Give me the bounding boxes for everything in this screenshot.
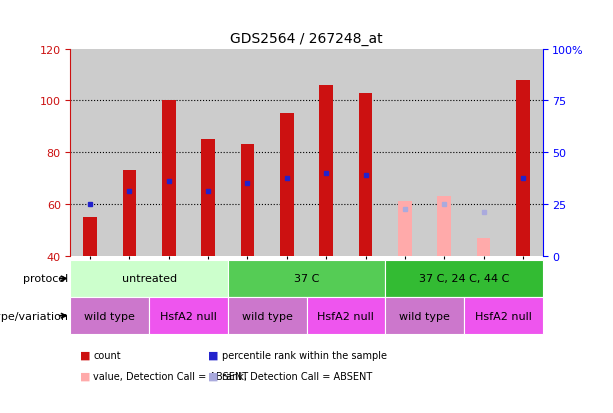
Bar	[149, 297, 228, 335]
Text: value, Detection Call = ABSENT: value, Detection Call = ABSENT	[93, 371, 248, 381]
Bar	[503, 50, 543, 256]
Text: 37 C, 24 C, 44 C: 37 C, 24 C, 44 C	[419, 274, 509, 284]
Bar	[359, 93, 372, 256]
Text: HsfA2 null: HsfA2 null	[160, 311, 217, 321]
Bar	[228, 50, 267, 256]
Bar	[201, 140, 215, 256]
Title: GDS2564 / 267248_at: GDS2564 / 267248_at	[230, 32, 383, 46]
Bar	[162, 101, 176, 256]
Bar	[437, 197, 451, 256]
Text: count: count	[93, 350, 121, 360]
Text: ■: ■	[80, 371, 90, 381]
Bar	[110, 50, 149, 256]
Text: wild type: wild type	[399, 311, 450, 321]
Bar	[70, 50, 110, 256]
Bar	[83, 217, 97, 256]
Bar	[280, 114, 294, 256]
Bar	[228, 297, 306, 335]
Bar	[149, 50, 189, 256]
Bar	[477, 238, 490, 256]
Bar	[228, 260, 385, 297]
Text: wild type: wild type	[242, 311, 292, 321]
Bar	[70, 297, 149, 335]
Text: ■: ■	[208, 350, 219, 360]
Bar	[189, 50, 228, 256]
Bar	[346, 50, 385, 256]
Bar	[70, 260, 228, 297]
Bar	[398, 202, 412, 256]
Text: untreated: untreated	[121, 274, 177, 284]
Bar	[385, 260, 543, 297]
Bar	[267, 50, 306, 256]
Text: HsfA2 null: HsfA2 null	[318, 311, 375, 321]
Bar	[241, 145, 254, 256]
Bar	[306, 297, 385, 335]
Text: ■: ■	[80, 350, 90, 360]
Text: 37 C: 37 C	[294, 274, 319, 284]
Bar	[306, 50, 346, 256]
Bar	[516, 81, 530, 256]
Bar	[464, 297, 543, 335]
Text: ■: ■	[208, 371, 219, 381]
Text: wild type: wild type	[85, 311, 135, 321]
Bar	[385, 297, 464, 335]
Bar	[123, 171, 136, 256]
Text: rank, Detection Call = ABSENT: rank, Detection Call = ABSENT	[222, 371, 372, 381]
Bar	[319, 86, 333, 256]
Text: percentile rank within the sample: percentile rank within the sample	[222, 350, 387, 360]
Text: HsfA2 null: HsfA2 null	[474, 311, 531, 321]
Text: genotype/variation: genotype/variation	[0, 311, 69, 321]
Bar	[464, 50, 503, 256]
Text: protocol: protocol	[23, 274, 69, 284]
Bar	[424, 50, 464, 256]
Bar	[385, 50, 424, 256]
